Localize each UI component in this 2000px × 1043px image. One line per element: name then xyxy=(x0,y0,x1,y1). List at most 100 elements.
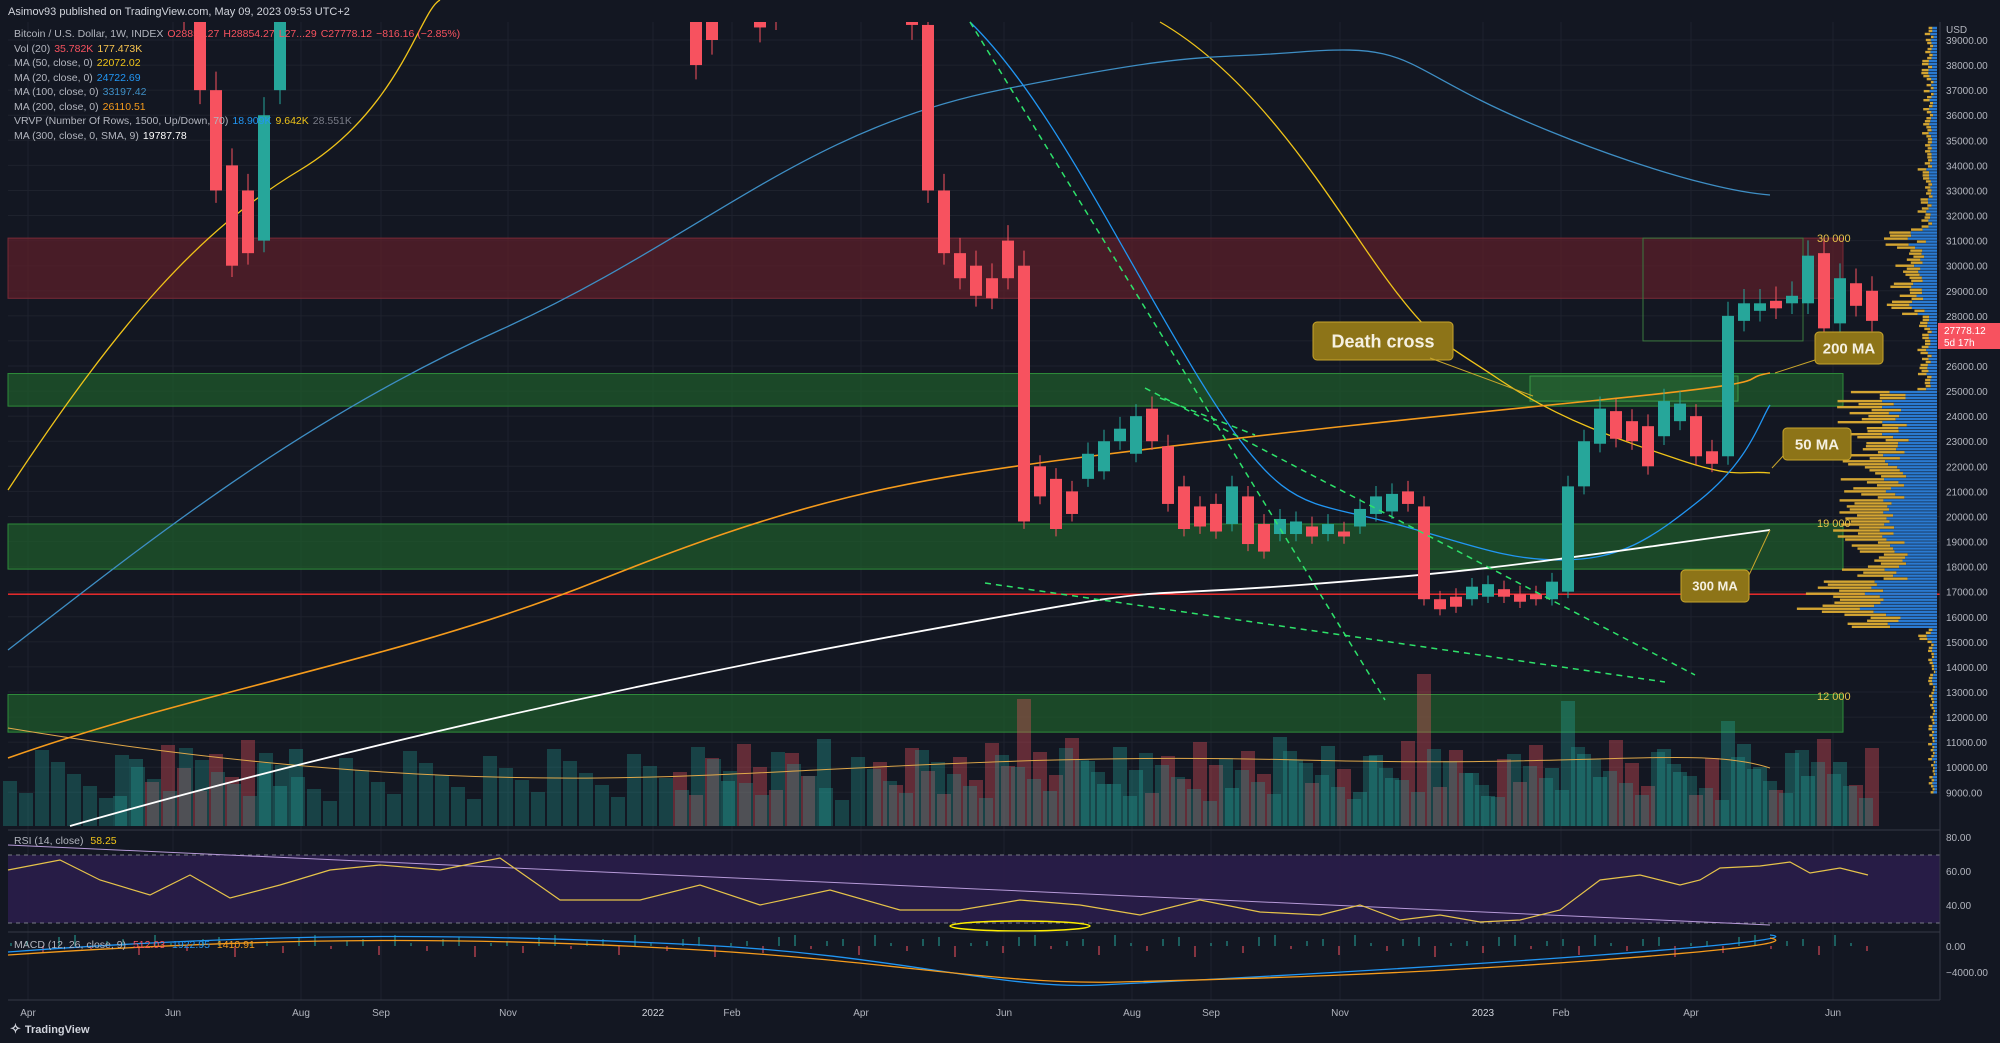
volume-bar xyxy=(1817,739,1831,826)
profile-bar-down xyxy=(1895,417,1937,421)
profile-bar-up xyxy=(1885,439,1909,442)
candle-body xyxy=(938,190,950,254)
macd-value-2: 1922.95 xyxy=(172,939,210,951)
macd-hist xyxy=(1450,943,1452,946)
volume-bar xyxy=(1155,765,1169,826)
profile-bar-up xyxy=(1857,547,1894,550)
macd-legend: MACD (12, 26, close, 9) 512.03 1922.95 1… xyxy=(14,939,255,951)
profile-bar-down xyxy=(1932,649,1937,653)
profile-bar-down xyxy=(1931,153,1937,156)
profile-bar-up xyxy=(1924,327,1931,331)
profile-bar-up xyxy=(1925,384,1931,388)
volume-bar xyxy=(1801,776,1815,826)
volume-bar xyxy=(67,774,81,826)
profile-bar-up xyxy=(1920,198,1928,201)
profile-bar-down xyxy=(1930,144,1937,147)
profile-bar-down xyxy=(1928,132,1937,135)
volume-bar xyxy=(873,762,887,826)
candle-body xyxy=(1690,416,1702,457)
legend-value: 18.909K xyxy=(232,115,272,127)
profile-bar-down xyxy=(1911,306,1937,310)
tradingview-logo[interactable]: ✧ TradingView xyxy=(10,1021,90,1037)
profile-bar-down xyxy=(1935,773,1937,776)
x-tick-label: 2023 xyxy=(1472,1008,1495,1019)
candle-body xyxy=(1306,526,1318,537)
profile-bar-up xyxy=(1869,457,1900,460)
profile-bar-down xyxy=(1931,189,1937,192)
profile-bar-down xyxy=(1926,348,1937,352)
volume-bar xyxy=(257,763,271,826)
profile-bar-down xyxy=(1920,258,1937,261)
profile-bar-down xyxy=(1893,402,1937,406)
profile-bar-down xyxy=(1893,574,1937,577)
profile-bar-up xyxy=(1922,132,1929,135)
macd-hist xyxy=(1674,946,1676,957)
volume-bar xyxy=(737,744,751,826)
rsi-trendline xyxy=(7,844,1771,926)
volume-bar xyxy=(1491,797,1505,826)
profile-bar-up xyxy=(1926,77,1932,81)
legend-value: 26110.51 xyxy=(102,100,146,113)
volume-bar xyxy=(1427,749,1441,826)
profile-bar-down xyxy=(1898,442,1937,445)
profile-bar-down xyxy=(1928,369,1937,373)
profile-bar-up xyxy=(1916,240,1926,243)
profile-bar-down xyxy=(1913,282,1937,285)
profile-bar-down xyxy=(1930,186,1937,189)
profile-bar-up xyxy=(1928,727,1933,731)
profile-bar-up xyxy=(1923,89,1930,93)
profile-bar-up xyxy=(1805,592,1865,595)
profile-bar-up xyxy=(1911,279,1923,282)
macd-hist xyxy=(266,941,268,946)
volume-bar xyxy=(1353,792,1367,826)
profile-bar-up xyxy=(1839,454,1884,457)
legend-row: MA (300, close, 0, SMA, 9) 19787.78 xyxy=(14,129,460,144)
profile-bar-up xyxy=(1928,29,1933,33)
profile-bar-down xyxy=(1928,68,1937,72)
profile-bar-down xyxy=(1906,562,1937,565)
profile-bar-up xyxy=(1895,264,1915,267)
volume-bar xyxy=(1571,747,1585,826)
profile-bar-down xyxy=(1883,511,1937,514)
profile-bar-up xyxy=(1928,105,1933,108)
profile-bar-down xyxy=(1931,111,1937,114)
volume-bar xyxy=(835,800,849,826)
macd-hist xyxy=(506,941,508,946)
volume-bar xyxy=(1267,794,1281,826)
macd-hist xyxy=(1594,935,1596,946)
volume-bar xyxy=(1161,756,1175,826)
volume-bar xyxy=(1843,786,1857,826)
profile-bar-down xyxy=(1932,183,1937,186)
profile-bar-up xyxy=(1881,475,1907,478)
profile-bar-down xyxy=(1901,408,1937,412)
profile-bar-up xyxy=(1861,493,1896,496)
volume-bar xyxy=(1603,771,1617,826)
trendline-3 xyxy=(984,582,1666,683)
candle-body xyxy=(690,22,702,66)
macd-hist xyxy=(1162,939,1164,946)
profile-bar-down xyxy=(1932,195,1937,198)
profile-bar-down xyxy=(1906,475,1937,478)
candle-body xyxy=(1386,493,1398,512)
volume-bar xyxy=(801,776,815,826)
indicator-legend: Bitcoin / U.S. Dollar, 1W, INDEX O28854.2… xyxy=(14,27,460,143)
profile-bar-down xyxy=(1929,318,1937,322)
profile-bar-up xyxy=(1862,448,1897,451)
volume-bar xyxy=(1699,788,1713,826)
profile-bar-up xyxy=(1921,207,1929,210)
profile-bar-up xyxy=(1932,736,1935,740)
profile-bar-down xyxy=(1904,541,1937,544)
profile-bar-down xyxy=(1883,454,1937,457)
candle-body xyxy=(274,22,286,91)
volume-bar xyxy=(403,751,417,826)
profile-bar-down xyxy=(1894,526,1937,529)
volume-bar xyxy=(195,760,209,826)
profile-bar-up xyxy=(1927,354,1932,358)
profile-bar-down xyxy=(1932,724,1937,728)
macd-hist xyxy=(1130,943,1132,946)
volume-bar xyxy=(771,752,785,826)
profile-bar-up xyxy=(1930,44,1934,48)
profile-bar-down xyxy=(1932,661,1937,665)
profile-bar-down xyxy=(1882,405,1937,409)
